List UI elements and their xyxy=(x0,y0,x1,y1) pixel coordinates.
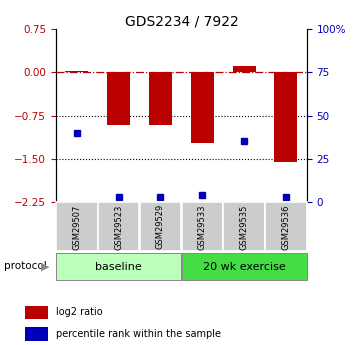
Bar xyxy=(223,202,265,252)
Text: protocol: protocol xyxy=(4,262,46,271)
Bar xyxy=(182,202,223,252)
Text: GSM29523: GSM29523 xyxy=(114,204,123,249)
Bar xyxy=(182,253,307,280)
Text: GSM29533: GSM29533 xyxy=(198,204,207,249)
Text: baseline: baseline xyxy=(95,262,142,272)
Text: 20 wk exercise: 20 wk exercise xyxy=(203,262,286,272)
Bar xyxy=(56,202,97,252)
Text: ▶: ▶ xyxy=(41,262,49,271)
Bar xyxy=(191,72,214,142)
Text: percentile rank within the sample: percentile rank within the sample xyxy=(56,329,221,339)
Bar xyxy=(107,72,130,125)
Bar xyxy=(65,71,88,72)
Bar xyxy=(274,72,297,161)
Bar xyxy=(56,253,181,280)
Text: GSM29536: GSM29536 xyxy=(282,204,291,249)
Bar xyxy=(25,327,48,341)
Bar xyxy=(25,306,48,319)
Text: GSM29529: GSM29529 xyxy=(156,204,165,249)
Bar xyxy=(98,202,139,252)
Text: GSM29507: GSM29507 xyxy=(72,204,81,249)
Bar xyxy=(265,202,307,252)
Text: GSM29535: GSM29535 xyxy=(240,204,249,249)
Bar xyxy=(149,72,172,125)
Text: log2 ratio: log2 ratio xyxy=(56,307,103,317)
Bar xyxy=(140,202,181,252)
Bar xyxy=(232,66,256,72)
Title: GDS2234 / 7922: GDS2234 / 7922 xyxy=(125,14,238,28)
